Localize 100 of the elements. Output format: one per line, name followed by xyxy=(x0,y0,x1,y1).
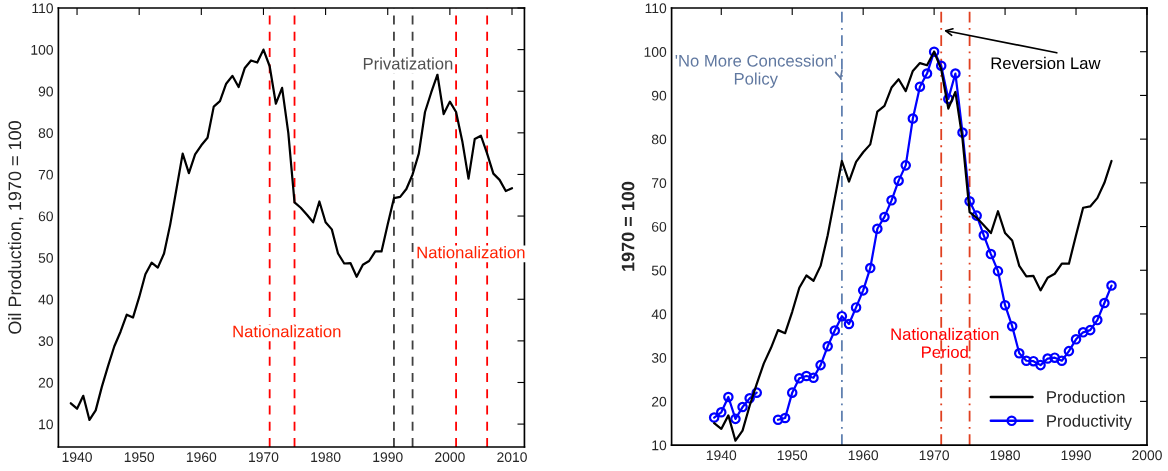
x-tick-label: 1940 xyxy=(706,450,737,461)
point xyxy=(723,391,734,403)
annotation: 'No More Concession' Policy xyxy=(675,54,836,88)
y-tick-label: 20 xyxy=(651,396,667,407)
point xyxy=(708,412,720,423)
x-tick-label: 1960 xyxy=(848,450,879,461)
point xyxy=(843,318,855,330)
point xyxy=(1056,355,1068,367)
point xyxy=(737,401,748,413)
x-tick-label: 1980 xyxy=(311,452,341,463)
y-tick-label: 30 xyxy=(651,353,667,363)
x-tick-label: 2000 xyxy=(1132,450,1162,461)
y-tick-label: 10 xyxy=(652,440,667,451)
point xyxy=(1106,280,1117,291)
point xyxy=(1035,359,1046,371)
y-tick-label: 110 xyxy=(645,3,667,14)
y-axis-title: Oil Production, 1970 = 100 xyxy=(7,121,24,334)
legend-label: Productivity xyxy=(1047,414,1132,431)
point xyxy=(772,414,784,426)
y-tick-label: 10 xyxy=(39,419,53,430)
y-tick-label: 30 xyxy=(38,336,53,347)
point xyxy=(1021,355,1032,367)
point xyxy=(1084,324,1096,336)
legend-label: Production xyxy=(1047,390,1125,403)
y-tick-label: 100 xyxy=(31,44,53,55)
x-tick-label: 1950 xyxy=(124,452,155,463)
y-tick-label: 70 xyxy=(38,169,53,180)
point xyxy=(779,412,791,424)
point xyxy=(872,223,883,235)
point xyxy=(744,393,755,404)
x-tick-label: 2000 xyxy=(435,452,465,463)
y-tick-label: 40 xyxy=(651,309,667,320)
point xyxy=(822,341,833,352)
y-tick-label: 40 xyxy=(38,294,53,305)
y-axis-title: 1970 = 100 xyxy=(621,181,635,271)
x-tick-label: 1990 xyxy=(1061,450,1091,461)
annotation: Reversion Law xyxy=(991,56,1101,70)
point xyxy=(992,265,1004,277)
annotation: Nationalization xyxy=(417,246,525,259)
point xyxy=(1049,352,1061,363)
x-tick-label: 1980 xyxy=(990,450,1020,461)
point xyxy=(850,302,862,313)
y-tick-label: 50 xyxy=(38,252,53,263)
point xyxy=(907,113,919,124)
point xyxy=(943,93,954,105)
point xyxy=(928,46,940,57)
point xyxy=(893,175,904,186)
point xyxy=(1013,348,1025,359)
x-tick-label: 1970 xyxy=(249,452,279,463)
point xyxy=(808,372,819,384)
point xyxy=(1070,334,1082,345)
point xyxy=(957,127,968,138)
point xyxy=(715,407,727,418)
point xyxy=(935,60,947,71)
point xyxy=(921,68,933,79)
point xyxy=(730,413,741,425)
point xyxy=(999,299,1011,311)
x-tick-label: 2010 xyxy=(497,452,527,463)
y-tick-label: 60 xyxy=(652,221,667,232)
point xyxy=(1077,327,1089,338)
point xyxy=(1028,355,1039,367)
y-tick-label: 70 xyxy=(652,178,667,189)
y-tick-label: 60 xyxy=(38,211,53,222)
point xyxy=(964,195,975,207)
point xyxy=(857,285,869,296)
y-tick-label: 90 xyxy=(38,86,53,97)
point xyxy=(900,160,912,171)
y-tick-label: 80 xyxy=(651,134,667,145)
point xyxy=(1063,345,1075,357)
x-tick-label: 1960 xyxy=(186,452,217,463)
point xyxy=(914,81,926,92)
y-tick-label: 20 xyxy=(38,377,53,388)
point xyxy=(978,230,990,241)
point xyxy=(985,248,997,260)
y-tick-label: 80 xyxy=(38,128,53,138)
y-tick-label: 90 xyxy=(651,90,667,101)
x-tick-label: 1990 xyxy=(373,452,403,463)
point xyxy=(886,195,897,206)
point xyxy=(879,211,890,223)
point xyxy=(815,359,826,371)
point xyxy=(950,68,961,79)
y-tick-label: 50 xyxy=(651,265,667,276)
point xyxy=(836,310,848,322)
point xyxy=(751,387,763,398)
point xyxy=(1042,353,1053,364)
point xyxy=(786,387,798,398)
x-tick-label: 1940 xyxy=(62,452,92,463)
point xyxy=(864,262,876,274)
point xyxy=(1099,297,1110,309)
annotation: Nationalization Period xyxy=(891,327,999,359)
annotation: Nationalization xyxy=(233,325,341,338)
point xyxy=(1092,314,1103,326)
y-tick-label: 110 xyxy=(32,3,53,14)
point xyxy=(829,325,841,336)
point xyxy=(1006,320,1018,332)
point xyxy=(971,210,982,221)
point xyxy=(801,370,812,382)
x-tick-label: 1950 xyxy=(777,450,808,461)
x-tick-label: 1970 xyxy=(919,450,950,461)
point xyxy=(794,372,805,384)
